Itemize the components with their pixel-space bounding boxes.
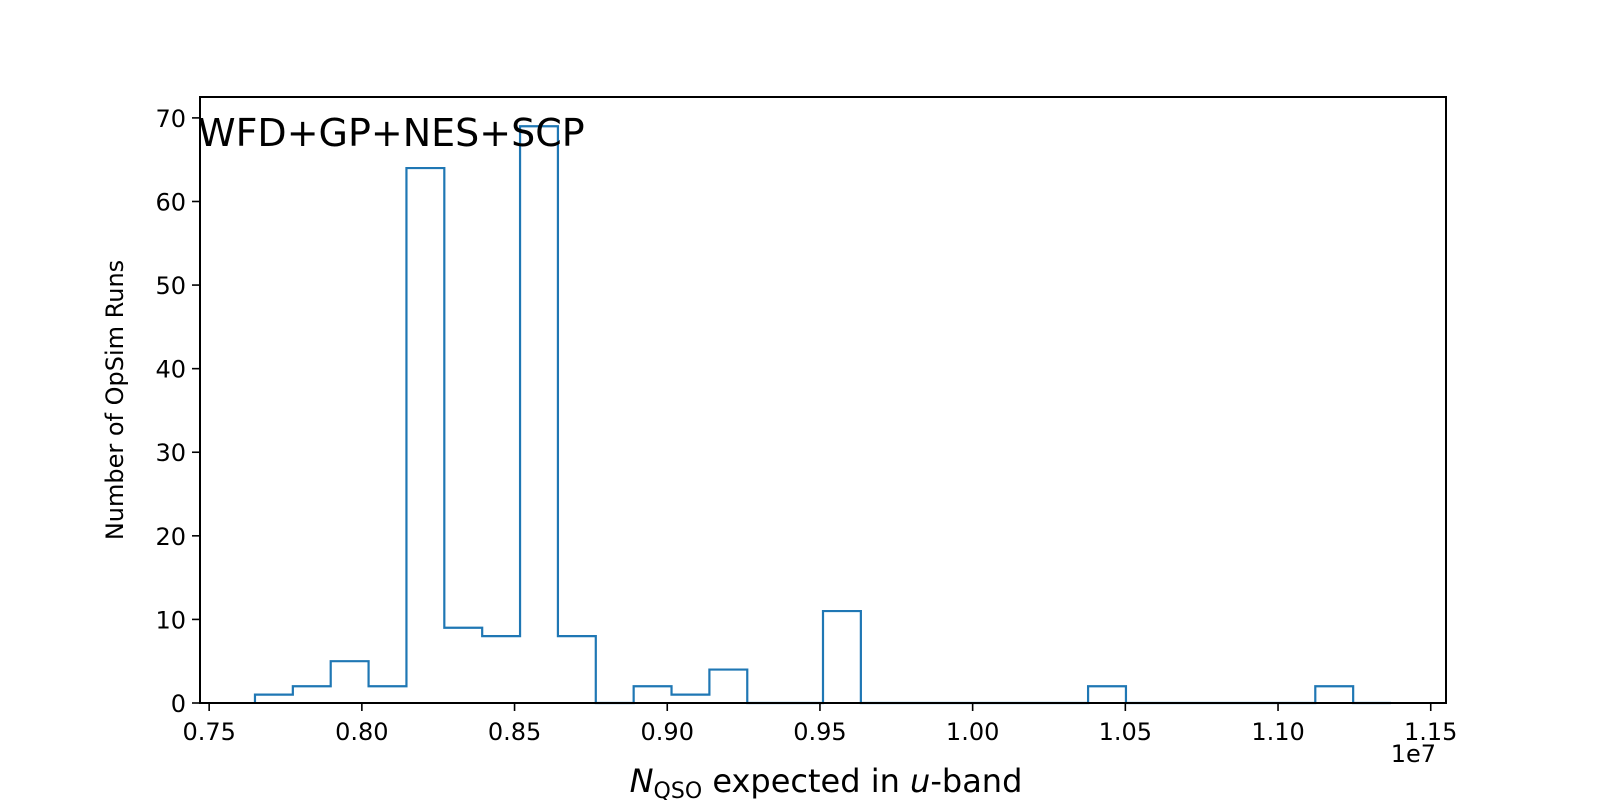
x-axis-label-subscript: QSO (654, 779, 703, 800)
x-axis-label: NQSO expected in u-band (630, 762, 1023, 800)
x-tick-label: 1.00 (946, 718, 999, 746)
x-axis-label-u: u (910, 762, 930, 800)
x-tick-label: 1.05 (1099, 718, 1152, 746)
x-tick-label: 0.90 (641, 718, 694, 746)
x-tick-label: 0.95 (793, 718, 846, 746)
y-tick-label: 10 (155, 606, 186, 634)
x-axis-offset-label: 1e7 (1391, 740, 1436, 768)
y-tick-label: 0 (171, 690, 186, 718)
x-tick-label: 0.75 (182, 718, 235, 746)
x-tick-label: 0.80 (335, 718, 388, 746)
x-axis-label-n: N (630, 762, 654, 800)
x-axis-label-middle: expected in (702, 762, 910, 800)
chart-annotation: WFD+GP+NES+SCP (198, 111, 585, 155)
y-tick-label: 20 (155, 523, 186, 551)
x-tick-label: 0.85 (488, 718, 541, 746)
y-tick-label: 60 (155, 188, 186, 216)
y-tick-label: 50 (155, 272, 186, 300)
x-tick-label: 1.10 (1251, 718, 1304, 746)
plot-frame (199, 96, 1447, 704)
x-axis-ticks: 0.75 0.80 0.85 0.90 0.95 1.00 1.05 1.10 1.15 (182, 703, 1457, 746)
y-tick-label: 40 (155, 356, 186, 384)
x-tick-label: 1.15 (1404, 718, 1457, 746)
y-axis-label: Number of OpSim Runs (101, 260, 129, 540)
y-tick-label: 70 (155, 105, 186, 133)
y-axis-ticks: 0 10 20 30 40 50 60 70 (155, 105, 200, 718)
x-axis-label-tail: -band (930, 762, 1022, 800)
y-tick-label: 30 (155, 439, 186, 467)
